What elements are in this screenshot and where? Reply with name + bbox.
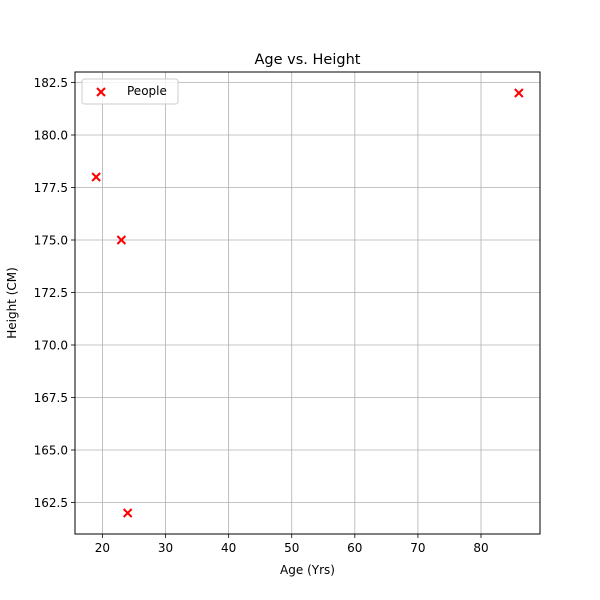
legend-frame: [81, 78, 179, 105]
y-tick-label: 180.0: [34, 129, 68, 143]
x-tick-label: 70: [410, 541, 425, 555]
y-tick-label: 162.5: [34, 496, 68, 510]
x-tick-label: 40: [221, 541, 236, 555]
axis-ticks: 20 30 40 50 60 70 80 162.5 165.0 167.5 170.0 172.5 1…: [34, 76, 489, 555]
data-points: [91, 88, 524, 518]
x-tick-label: 20: [95, 541, 110, 555]
y-tick-label: 165.0: [34, 444, 68, 458]
x-tick-label: 80: [473, 541, 488, 555]
data-point: [514, 88, 524, 98]
x-tick-label: 30: [158, 541, 173, 555]
x-tick-label: 60: [347, 541, 362, 555]
legend-marker: [96, 87, 106, 97]
chart-title: Age vs. Height: [255, 52, 361, 68]
legend-label: People: [127, 84, 167, 98]
data-point: [91, 172, 101, 182]
plot-frame: [74, 71, 541, 535]
y-tick-label: 172.5: [34, 286, 68, 300]
y-tick-label: 177.5: [34, 181, 68, 195]
data-point: [116, 235, 127, 245]
grid-lines: [75, 72, 540, 534]
y-tick-label: 175.0: [34, 234, 68, 248]
data-point: [122, 508, 133, 518]
y-tick-label: 167.5: [34, 391, 68, 405]
x-axis-label: Age (Yrs): [280, 563, 335, 577]
x-tick-label: 50: [284, 541, 299, 555]
legend: People: [81, 78, 179, 105]
y-axis-label: Height (CM): [5, 267, 19, 339]
legend-marker-x: [96, 87, 106, 97]
y-tick-label: 182.5: [34, 76, 68, 90]
y-tick-label: 170.0: [34, 339, 68, 353]
